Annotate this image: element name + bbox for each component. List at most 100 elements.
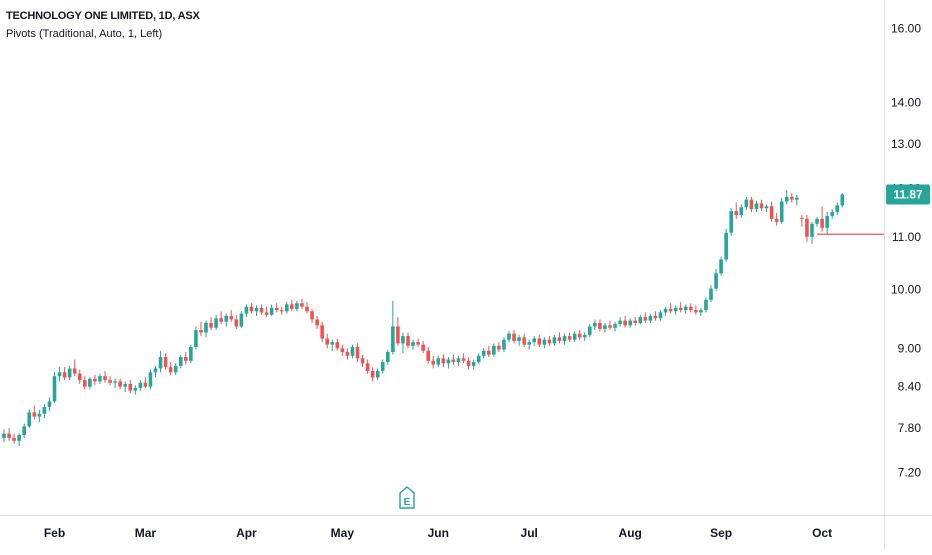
candle-body [537, 338, 542, 345]
candle-body [391, 326, 395, 353]
candle-body [643, 317, 648, 321]
candle [461, 353, 466, 364]
candle [552, 334, 557, 346]
candle [244, 304, 249, 318]
candle [734, 202, 739, 219]
candle-body [118, 381, 122, 387]
candle [138, 380, 143, 391]
candle-body [184, 357, 188, 361]
indicator-label[interactable]: Pivots (Traditional, Auto, 1, Left) [6, 28, 163, 40]
candle-body [567, 336, 572, 340]
price-tick-label: 13.00 [891, 137, 921, 151]
candle-body [835, 205, 840, 213]
earnings-e-icon[interactable] [399, 486, 415, 509]
candle [335, 338, 340, 351]
candle-body [416, 342, 420, 345]
candle [623, 315, 627, 328]
candle [426, 347, 430, 364]
candle [502, 337, 506, 353]
candle [588, 324, 592, 338]
candle [628, 318, 632, 328]
candle [456, 355, 461, 366]
candle-body [805, 218, 809, 237]
candle-body [572, 333, 577, 340]
candle [689, 303, 693, 313]
candle-body [542, 339, 547, 345]
candle-body [12, 437, 16, 441]
candle-body [411, 342, 415, 346]
candle [441, 354, 446, 368]
candle-body [800, 217, 804, 219]
candle [340, 344, 345, 356]
symbol-title[interactable]: TECHNOLOGY ONE LIMITED, 1D, ASX [6, 10, 200, 22]
candle-body [269, 307, 274, 315]
candle [295, 300, 299, 312]
candle [673, 305, 678, 315]
candle-body [279, 310, 284, 312]
candle-body [552, 337, 557, 344]
candle-body [42, 406, 47, 414]
candle-body [380, 362, 385, 372]
candle [113, 378, 117, 388]
candle-body [441, 358, 446, 364]
candle-body [471, 362, 476, 366]
candle-body [320, 325, 324, 339]
candle [57, 367, 62, 382]
candle-body [598, 322, 602, 329]
candle-body [83, 380, 87, 387]
candle-body [582, 334, 587, 338]
candle-body [502, 339, 506, 350]
candle-body [588, 326, 592, 335]
price-axis[interactable]: 16.0014.0013.0012.0011.0010.009.008.407.… [891, 21, 921, 479]
candle-body [47, 401, 52, 407]
candle-body [72, 368, 77, 374]
candle [17, 433, 21, 446]
candle [507, 331, 511, 343]
candle [648, 313, 653, 323]
candle-body [274, 307, 279, 311]
candle [714, 269, 718, 291]
earnings-marker[interactable]: E [399, 486, 415, 509]
candle-body [128, 384, 133, 391]
candle-body [784, 196, 789, 202]
price-tick-label: 14.00 [891, 96, 921, 110]
candle [582, 332, 587, 341]
candle-body [461, 358, 466, 361]
candle [98, 373, 102, 385]
candle-body [209, 322, 213, 328]
candle-body [229, 315, 234, 320]
time-axis[interactable]: Feb Mar Apr May Jun Jul Aug Sep Oct [44, 526, 832, 540]
candle [759, 199, 764, 212]
candle-body [77, 373, 82, 381]
candle-body [224, 315, 228, 322]
candle [214, 314, 218, 331]
candle [108, 376, 112, 386]
candle [724, 228, 728, 262]
candle [103, 371, 107, 383]
candle-body [774, 218, 779, 222]
candle-body [456, 358, 461, 363]
candle-body [138, 382, 143, 388]
candle-body [254, 307, 259, 312]
candle-body [689, 306, 693, 311]
candle-body [820, 218, 824, 228]
candle [774, 213, 779, 226]
candle [421, 340, 425, 354]
time-tick-label: Apr [236, 526, 257, 540]
candle [234, 314, 239, 329]
candle [173, 363, 178, 375]
candle [148, 369, 153, 390]
price-tick-label: 16.00 [891, 21, 921, 35]
candle [391, 300, 395, 355]
candle [42, 404, 47, 418]
candle [133, 385, 138, 395]
candle-body [108, 380, 112, 383]
candle [7, 427, 11, 441]
candle-body [199, 330, 203, 333]
candle [471, 359, 476, 370]
candle-body [699, 310, 703, 313]
candle-body [779, 201, 784, 222]
candle-body [98, 376, 102, 382]
